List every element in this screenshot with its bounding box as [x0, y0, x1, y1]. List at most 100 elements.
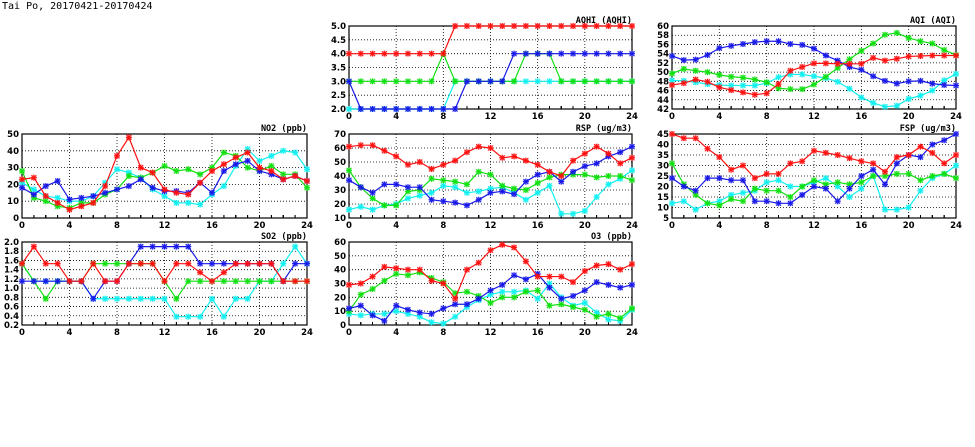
marker-star [78, 194, 85, 201]
marker-star [692, 76, 699, 83]
data-point [357, 291, 364, 298]
marker-star [751, 185, 758, 192]
data-point [941, 160, 948, 167]
data-point [799, 191, 806, 198]
data-point [570, 292, 577, 299]
data-point [858, 185, 865, 192]
data-point [137, 243, 144, 250]
marker-star [893, 206, 900, 213]
y-tick-label: 2.0 [331, 105, 346, 115]
y-tick-label: 40 [334, 172, 346, 182]
data-point [499, 241, 506, 248]
marker-star [534, 50, 541, 57]
data-point [593, 160, 600, 167]
y-tick-label: 20 [7, 180, 19, 190]
data-point [19, 278, 25, 285]
marker-star [42, 260, 49, 267]
data-point [953, 152, 959, 158]
data-point [605, 50, 612, 57]
data-point [393, 265, 400, 272]
marker-star [244, 164, 251, 171]
data-point [787, 200, 794, 207]
marker-star [381, 310, 388, 317]
marker-star [197, 313, 204, 320]
y-tick-label: 10 [7, 197, 19, 207]
data-point [534, 23, 541, 29]
data-point [256, 278, 263, 285]
data-point [280, 260, 287, 267]
data-point [728, 166, 735, 173]
data-point [19, 260, 25, 267]
marker-star [416, 78, 423, 85]
data-point [629, 261, 635, 268]
data-point [452, 184, 459, 191]
x-tick-label: 8 [764, 112, 770, 122]
data-point [346, 206, 352, 213]
data-point [369, 142, 376, 149]
marker-star [114, 260, 120, 267]
marker-star [728, 73, 735, 80]
marker-star [787, 67, 794, 74]
marker-star [692, 206, 699, 213]
marker-star [452, 301, 459, 308]
marker-star [787, 200, 794, 207]
marker-star [728, 166, 735, 173]
marker-star [304, 166, 310, 173]
marker-star [369, 78, 376, 85]
data-point [220, 260, 227, 267]
marker-star [822, 52, 829, 59]
data-point [209, 260, 215, 267]
data-point [558, 301, 565, 308]
marker-star [197, 260, 204, 267]
marker-star [822, 73, 829, 80]
data-point [917, 187, 924, 194]
marker-star [369, 189, 376, 196]
data-point [704, 200, 711, 207]
data-point [570, 78, 577, 85]
data-point [799, 183, 806, 190]
data-point [617, 266, 624, 273]
data-point [149, 243, 156, 250]
marker-star [428, 196, 435, 203]
marker-star [393, 308, 400, 315]
marker-star [941, 77, 948, 84]
data-point [846, 155, 853, 162]
marker-star [558, 78, 565, 85]
data-point [125, 295, 132, 302]
marker-star [669, 160, 675, 167]
data-point [846, 194, 853, 200]
marker-star [268, 162, 275, 169]
marker-star [704, 145, 711, 152]
marker-star [209, 295, 215, 302]
marker-star [740, 74, 746, 81]
marker-star [534, 287, 541, 294]
data-point [487, 299, 494, 306]
data-point [244, 149, 251, 156]
marker-star [669, 82, 675, 89]
marker-star [570, 279, 577, 286]
data-point [858, 179, 865, 186]
data-point [268, 167, 275, 174]
marker-star [775, 38, 782, 45]
marker-star [268, 260, 275, 267]
marker-star [593, 160, 600, 167]
marker-star [244, 157, 251, 164]
marker-star [617, 284, 624, 291]
marker-star [669, 200, 675, 207]
data-point [822, 175, 829, 182]
y-tick-label: 58 [657, 31, 669, 41]
marker-star [870, 54, 877, 61]
marker-star [440, 161, 447, 168]
y-tick-label: 2.0 [4, 238, 19, 248]
marker-star [882, 181, 888, 188]
data-point [740, 162, 746, 169]
data-point [428, 78, 435, 85]
marker-star [834, 183, 841, 190]
data-point [953, 131, 959, 137]
data-point [232, 278, 239, 285]
x-tick-label: 0 [669, 221, 675, 231]
data-point [102, 189, 109, 196]
data-point [404, 188, 411, 195]
x-tick-label: 20 [254, 328, 266, 338]
data-point [381, 78, 388, 85]
